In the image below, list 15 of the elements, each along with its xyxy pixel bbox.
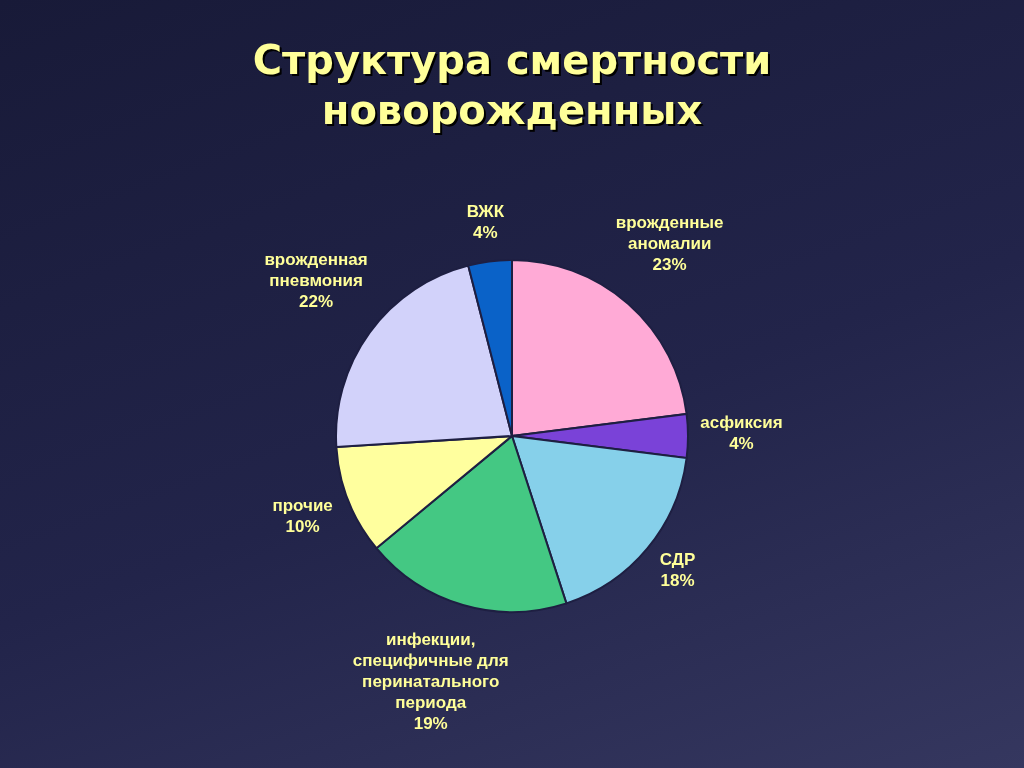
data-label: 22% [299, 291, 334, 311]
slice-label: врожденные аномалии [615, 213, 724, 254]
data-label: 10% [285, 516, 320, 536]
chart-title: Структура смертности новорожденных [252, 37, 772, 133]
slice-label: ВЖК [466, 201, 505, 221]
data-label: 19% [413, 713, 448, 733]
slice-label: асфиксия [700, 413, 783, 432]
data-label: 23% [652, 255, 687, 275]
slice-label: прочие [272, 495, 333, 515]
data-label: 4% [473, 222, 498, 242]
data-label: 4% [729, 434, 754, 453]
slice-label: СДР [659, 549, 696, 569]
slice-label: врожденная пневмония [264, 249, 368, 290]
slice-label: инфекции, специфичные для перинатального периода [352, 629, 509, 712]
data-label: 18% [660, 570, 695, 590]
